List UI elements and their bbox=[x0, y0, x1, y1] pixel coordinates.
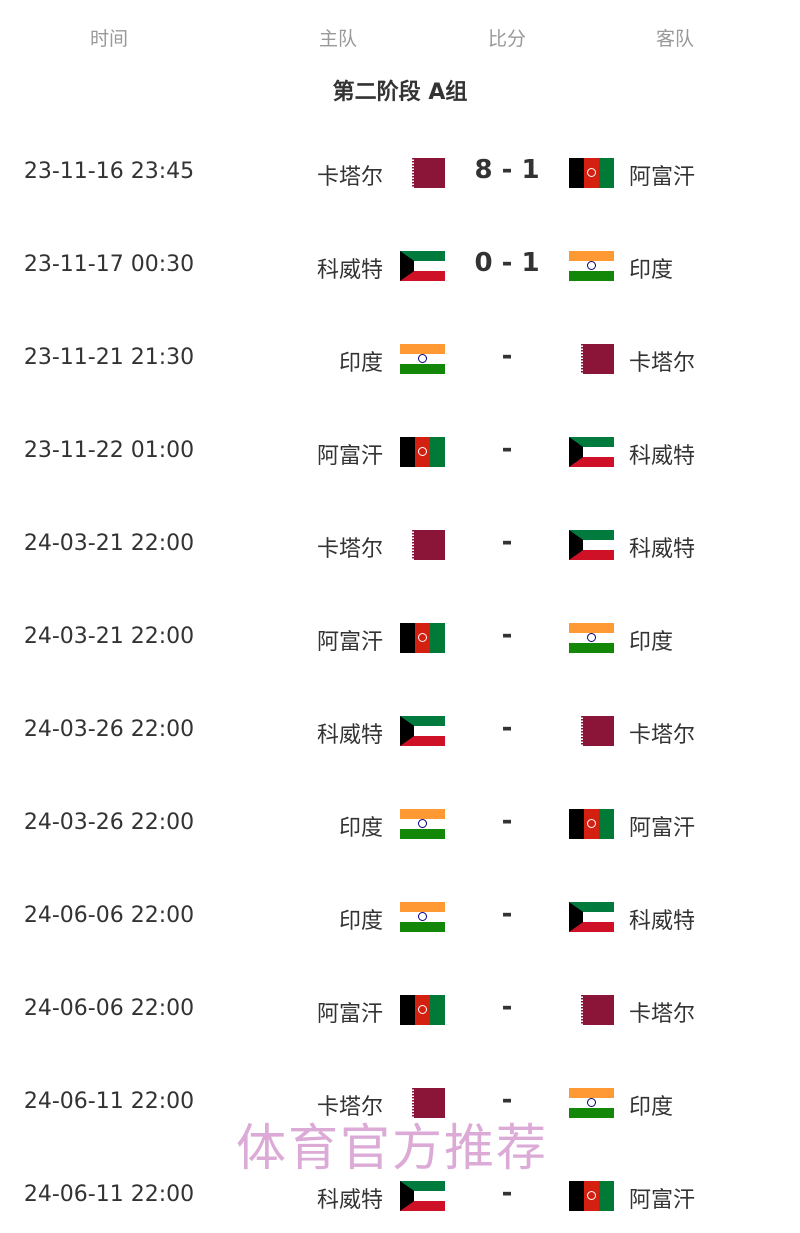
india-flag-icon bbox=[400, 344, 445, 374]
qatar-flag-icon bbox=[569, 344, 614, 374]
home-team: 卡塔尔 bbox=[316, 1095, 383, 1120]
match-score: - bbox=[501, 341, 513, 371]
india-flag-icon bbox=[569, 623, 614, 653]
match-row[interactable]: 24-06-11 22:00 卡塔尔 - 印度 bbox=[0, 1083, 800, 1123]
match-score: - bbox=[501, 434, 513, 464]
away-team: 卡塔尔 bbox=[629, 723, 696, 748]
afghanistan-flag-icon bbox=[400, 437, 445, 467]
match-score: - bbox=[501, 992, 513, 1022]
match-row[interactable]: 24-03-21 22:00 阿富汗 - 印度 bbox=[0, 618, 800, 658]
home-team: 印度 bbox=[338, 351, 383, 376]
away-team: 科威特 bbox=[629, 537, 696, 562]
match-time: 24-06-11 22:00 bbox=[23, 1182, 195, 1207]
india-flag-icon bbox=[400, 809, 445, 839]
match-time: 23-11-22 01:00 bbox=[23, 438, 195, 463]
header-home: 主队 bbox=[318, 28, 358, 50]
match-score: - bbox=[501, 1085, 513, 1115]
match-row[interactable]: 24-03-21 22:00 卡塔尔 - 科威特 bbox=[0, 525, 800, 565]
kuwait-flag-icon bbox=[400, 716, 445, 746]
match-time: 24-06-06 22:00 bbox=[23, 996, 195, 1021]
home-team: 卡塔尔 bbox=[316, 537, 383, 562]
kuwait-flag-icon bbox=[569, 437, 614, 467]
match-score: - bbox=[501, 806, 513, 836]
match-time: 24-03-21 22:00 bbox=[23, 624, 195, 649]
qatar-flag-icon bbox=[400, 530, 445, 560]
away-team: 科威特 bbox=[629, 444, 696, 469]
match-row[interactable]: 24-03-26 22:00 印度 - 阿富汗 bbox=[0, 804, 800, 844]
kuwait-flag-icon bbox=[400, 251, 445, 281]
away-team: 科威特 bbox=[629, 909, 696, 934]
match-time: 24-03-26 22:00 bbox=[23, 717, 195, 742]
away-team: 印度 bbox=[629, 1095, 674, 1120]
qatar-flag-icon bbox=[400, 158, 445, 188]
match-score: - bbox=[501, 713, 513, 743]
home-team: 卡塔尔 bbox=[316, 165, 383, 190]
match-time: 24-06-06 22:00 bbox=[23, 903, 195, 928]
kuwait-flag-icon bbox=[569, 530, 614, 560]
header-score: 比分 bbox=[487, 28, 527, 50]
india-flag-icon bbox=[400, 902, 445, 932]
group-title: 第二阶段 A组 bbox=[332, 80, 468, 105]
away-team: 印度 bbox=[629, 258, 674, 283]
home-team: 阿富汗 bbox=[316, 1002, 383, 1027]
afghanistan-flag-icon bbox=[400, 623, 445, 653]
india-flag-icon bbox=[569, 1088, 614, 1118]
home-team: 印度 bbox=[338, 816, 383, 841]
match-time: 23-11-21 21:30 bbox=[23, 345, 195, 370]
afghanistan-flag-icon bbox=[569, 1181, 614, 1211]
qatar-flag-icon bbox=[400, 1088, 445, 1118]
match-time: 24-03-26 22:00 bbox=[23, 810, 195, 835]
afghanistan-flag-icon bbox=[400, 995, 445, 1025]
match-row[interactable]: 24-06-06 22:00 印度 - 科威特 bbox=[0, 897, 800, 937]
home-team: 阿富汗 bbox=[316, 630, 383, 655]
match-row[interactable]: 23-11-21 21:30 印度 - 卡塔尔 bbox=[0, 339, 800, 379]
match-score: - bbox=[501, 1178, 513, 1208]
match-score: - bbox=[501, 899, 513, 929]
match-time: 23-11-16 23:45 bbox=[23, 159, 195, 184]
watermark: 体育官方推荐 bbox=[236, 1119, 548, 1177]
qatar-flag-icon bbox=[569, 995, 614, 1025]
away-team: 阿富汗 bbox=[629, 165, 696, 190]
match-score: 0 - 1 bbox=[474, 248, 540, 278]
away-team: 卡塔尔 bbox=[629, 351, 696, 376]
away-team: 阿富汗 bbox=[629, 816, 696, 841]
india-flag-icon bbox=[569, 251, 614, 281]
match-time: 24-03-21 22:00 bbox=[23, 531, 195, 556]
match-row[interactable]: 24-06-11 22:00 科威特 - 阿富汗 bbox=[0, 1176, 800, 1216]
home-team: 科威特 bbox=[316, 723, 383, 748]
home-team: 科威特 bbox=[316, 258, 383, 283]
away-team: 阿富汗 bbox=[629, 1188, 696, 1213]
header-time: 时间 bbox=[89, 28, 129, 50]
match-row[interactable]: 23-11-16 23:45 卡塔尔 8 - 1 阿富汗 bbox=[0, 153, 800, 193]
match-row[interactable]: 24-03-26 22:00 科威特 - 卡塔尔 bbox=[0, 711, 800, 751]
home-team: 科威特 bbox=[316, 1188, 383, 1213]
qatar-flag-icon bbox=[569, 716, 614, 746]
away-team: 卡塔尔 bbox=[629, 1002, 696, 1027]
home-team: 阿富汗 bbox=[316, 444, 383, 469]
match-row[interactable]: 23-11-22 01:00 阿富汗 - 科威特 bbox=[0, 432, 800, 472]
afghanistan-flag-icon bbox=[569, 158, 614, 188]
kuwait-flag-icon bbox=[569, 902, 614, 932]
match-time: 24-06-11 22:00 bbox=[23, 1089, 195, 1114]
match-row[interactable]: 23-11-17 00:30 科威特 0 - 1 印度 bbox=[0, 246, 800, 286]
match-time: 23-11-17 00:30 bbox=[23, 252, 195, 277]
match-score: - bbox=[501, 527, 513, 557]
afghanistan-flag-icon bbox=[569, 809, 614, 839]
away-team: 印度 bbox=[629, 630, 674, 655]
kuwait-flag-icon bbox=[400, 1181, 445, 1211]
match-score: - bbox=[501, 620, 513, 650]
match-row[interactable]: 24-06-06 22:00 阿富汗 - 卡塔尔 bbox=[0, 990, 800, 1030]
header-away: 客队 bbox=[655, 28, 695, 50]
match-score: 8 - 1 bbox=[474, 155, 540, 185]
home-team: 印度 bbox=[338, 909, 383, 934]
